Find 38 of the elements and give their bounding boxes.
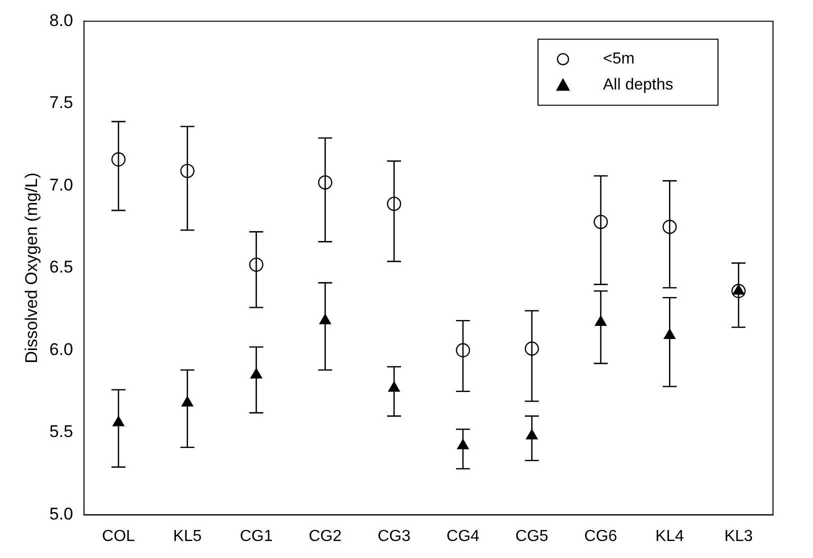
y-tick-label: 5.0 (49, 504, 74, 524)
y-axis-title: Dissolved Oxygen (mg/L) (22, 172, 41, 364)
x-tick-label: CG2 (308, 528, 342, 545)
point (111, 152, 126, 167)
y-tick-label: 8.0 (49, 10, 74, 30)
y-tick-label: 5.5 (49, 422, 74, 442)
y-tick-label: 6.0 (49, 340, 74, 359)
x-tick-label: CG6 (584, 528, 618, 545)
x-tick-label: CG1 (240, 528, 273, 545)
point (388, 382, 400, 392)
y-tick-label: 7.0 (49, 175, 74, 194)
legend-label: <5m (603, 50, 635, 68)
y-tick-label: 6.5 (49, 258, 74, 277)
point (112, 416, 124, 426)
point (182, 396, 194, 407)
point (386, 196, 402, 211)
point (524, 342, 539, 356)
point (250, 368, 262, 379)
point (457, 439, 469, 450)
x-tick-label: CG5 (515, 528, 548, 545)
point (594, 316, 607, 326)
x-tick-label: KL3 (724, 528, 753, 545)
point (526, 429, 538, 440)
x-tick-label: COL (102, 528, 136, 545)
point (180, 164, 194, 178)
x-tick-label: CG3 (378, 528, 411, 545)
y-tick-label: 7.5 (49, 93, 74, 112)
point (318, 175, 332, 190)
point (456, 343, 470, 358)
point (319, 314, 331, 324)
point (662, 220, 677, 234)
point (664, 328, 676, 340)
point (594, 214, 608, 230)
x-tick-label: KL5 (173, 528, 202, 545)
x-tick-label: KL4 (655, 528, 684, 545)
legend-label: All depths (603, 76, 674, 94)
x-tick-label: CG4 (446, 528, 480, 545)
point (249, 258, 264, 272)
